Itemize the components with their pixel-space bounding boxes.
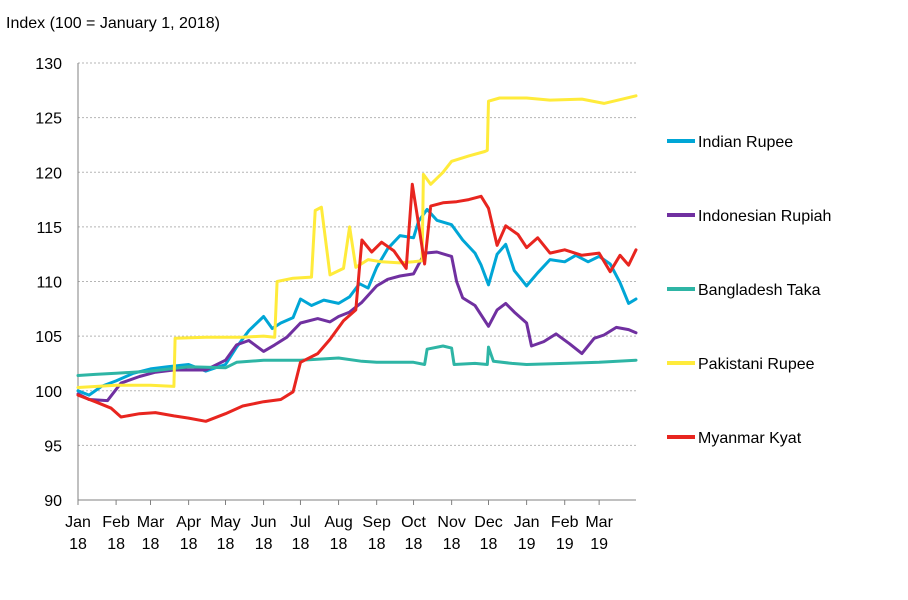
x-tick-year: 18 (443, 536, 461, 553)
legend-label-indonesian-rupiah: Indonesian Rupiah (698, 208, 831, 225)
x-tick-year: 18 (368, 536, 386, 553)
x-tick-year: 18 (69, 536, 87, 553)
y-axis-label: Index (100 = January 1, 2018) (6, 15, 220, 32)
y-tick-label: 130 (35, 56, 62, 73)
x-tick-month: Oct (401, 514, 426, 531)
legend-label-bangladesh-taka: Bangladesh Taka (698, 282, 821, 299)
y-tick-label: 105 (35, 329, 62, 346)
y-tick-label: 90 (44, 493, 62, 510)
x-tick-month: Mar (585, 514, 613, 531)
x-tick-year: 18 (405, 536, 423, 553)
x-tick-year: 18 (217, 536, 235, 553)
x-tick-year: 18 (480, 536, 498, 553)
x-tick-year: 18 (255, 536, 273, 553)
x-tick-month: Mar (137, 514, 165, 531)
x-tick-month: Aug (324, 514, 352, 531)
x-tick-month: Sep (362, 514, 391, 531)
x-tick-year: 19 (556, 536, 574, 553)
y-tick-label: 100 (35, 384, 62, 401)
y-tick-label: 125 (35, 111, 62, 128)
legend: Indian Rupee Indonesian Rupiah Bangladesh … (667, 134, 831, 447)
series-lines (76, 94, 638, 423)
x-tick-year: 18 (292, 536, 310, 553)
x-tick-month: Jan (514, 514, 540, 531)
grid-lines (77, 62, 636, 501)
x-tick-month: Apr (176, 514, 202, 531)
x-tick-year: 18 (142, 536, 160, 553)
legend-label-pakistani-rupee: Pakistani Rupee (698, 356, 815, 373)
x-tick-month: Jul (290, 514, 310, 531)
x-tick-month: Nov (437, 514, 465, 531)
x-tick-month: Jan (65, 514, 91, 531)
series-line-myanmar-kyat (76, 182, 638, 423)
x-tick-year: 19 (518, 536, 536, 553)
x-tick-month: Jun (251, 514, 277, 531)
x-tick-month: Dec (474, 514, 502, 531)
x-tick-year: 18 (330, 536, 348, 553)
series-line-indonesian-rupiah (76, 250, 638, 403)
y-tick-label: 110 (36, 275, 62, 292)
x-tick-month: May (210, 514, 240, 531)
x-tick-year: 18 (107, 536, 125, 553)
y-axis-ticks: 90 95 100 105 110 115 120 125 130 (35, 56, 62, 510)
x-tick-year: 19 (590, 536, 608, 553)
y-tick-label: 95 (44, 438, 62, 455)
x-tick-year: 18 (180, 536, 198, 553)
x-axis-ticks: Jan 18 Feb 18 Mar 18 Apr 18 May 18 Jun 18 Jul 18 Aug 18… (65, 500, 614, 553)
y-tick-label: 120 (35, 165, 62, 182)
y-tick-label: 115 (36, 220, 62, 237)
x-tick-month: Feb (551, 514, 579, 531)
x-tick-month: Feb (102, 514, 130, 531)
series-line-pakistani-rupee (76, 94, 638, 389)
legend-label-myanmar-kyat: Myanmar Kyat (698, 430, 802, 447)
series-line-bangladesh-taka (76, 344, 638, 377)
legend-label-indian-rupee: Indian Rupee (698, 134, 793, 151)
